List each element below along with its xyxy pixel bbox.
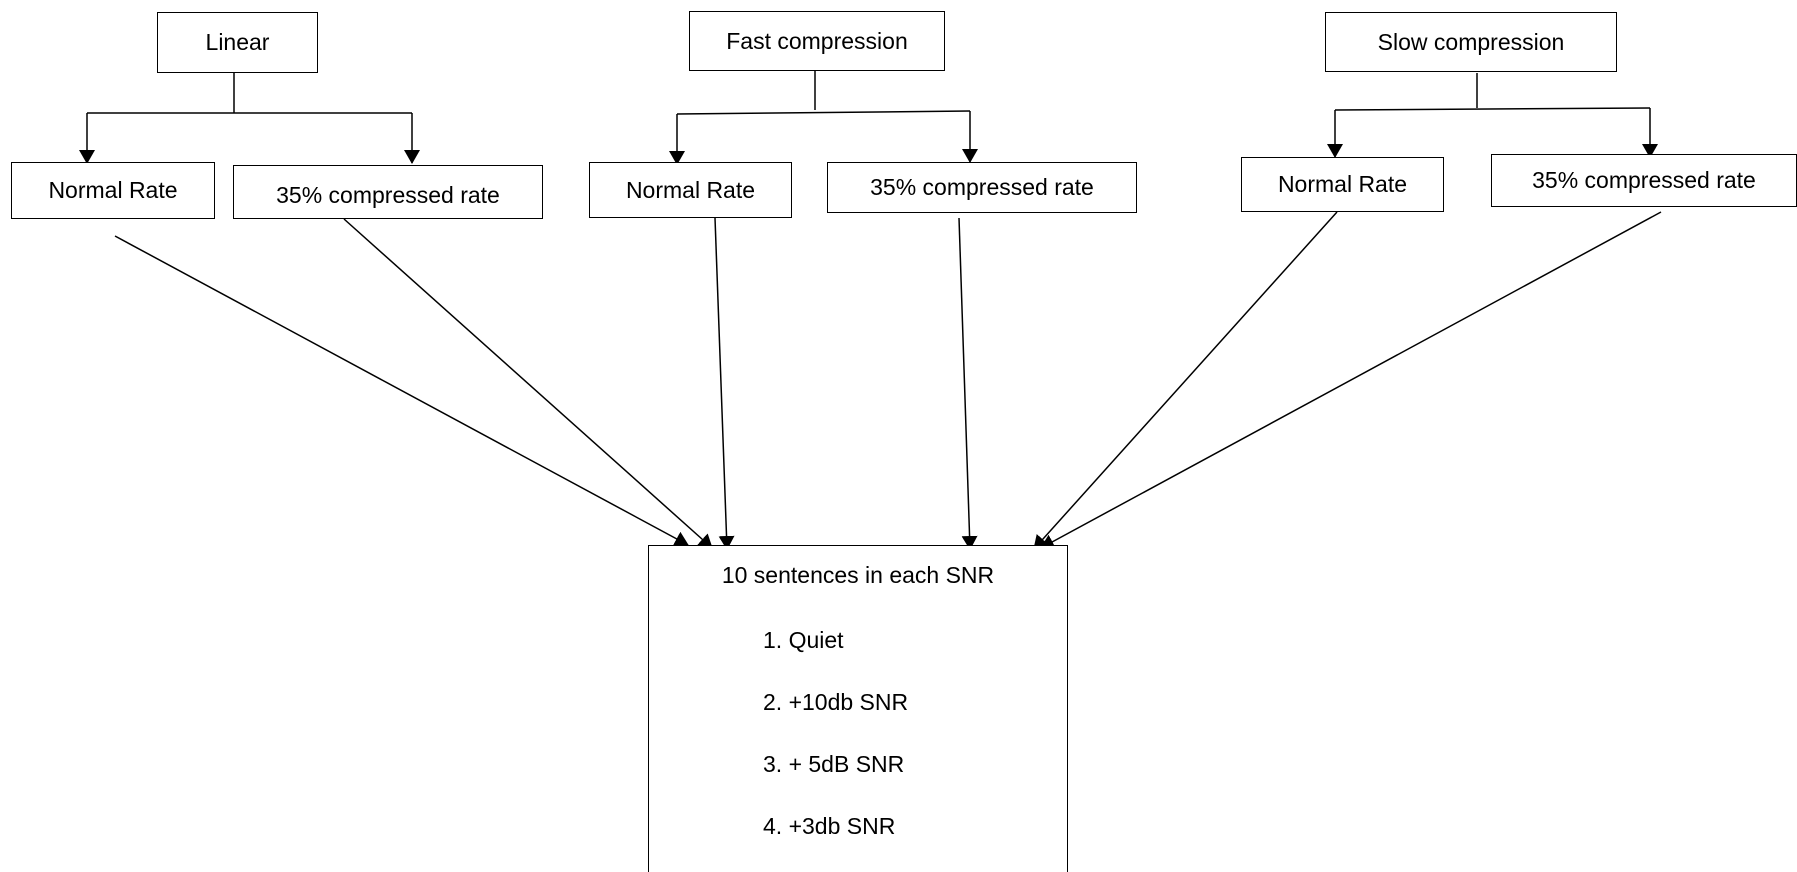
group-title-slow-compression: Slow compression (1325, 12, 1617, 72)
slow-normal-rate-box: Normal Rate (1241, 157, 1444, 212)
slow-compressed-rate-box: 35% compressed rate (1491, 154, 1797, 207)
linear-compressed-rate-box: 35% compressed rate (233, 165, 543, 219)
group-title-fast-compression: Fast compression (689, 11, 945, 71)
converging-arrows (114, 211, 1662, 550)
arrow-slow-compressed (1040, 211, 1662, 549)
condition-5db: 3. + 5dB SNR (763, 751, 905, 777)
arrow-linear-compressed (343, 218, 713, 549)
linear-normal-rate-box: Normal Rate (11, 162, 215, 219)
condition-3db: 4. +3db SNR (763, 813, 896, 839)
condition-quiet: 1. Quiet (763, 627, 844, 653)
result-box: 10 sentences in each SNR 1. Quiet 2. +10… (648, 545, 1068, 872)
arrow-linear-normal (114, 235, 689, 546)
fast-compression-branch-connector (669, 70, 978, 165)
result-title: 10 sentences in each SNR (721, 562, 995, 588)
condition-10db: 2. +10db SNR (763, 689, 909, 715)
fast-normal-rate-box: Normal Rate (589, 162, 792, 218)
group-title-linear: Linear (157, 12, 318, 73)
arrow-fast-normal (714, 217, 735, 550)
linear-branch-connector (79, 73, 420, 164)
arrow-slow-normal (1033, 211, 1338, 550)
arrow-fast-compressed (958, 217, 978, 550)
fast-compressed-rate-box: 35% compressed rate (827, 162, 1137, 213)
slow-compression-branch-connector (1327, 73, 1658, 158)
